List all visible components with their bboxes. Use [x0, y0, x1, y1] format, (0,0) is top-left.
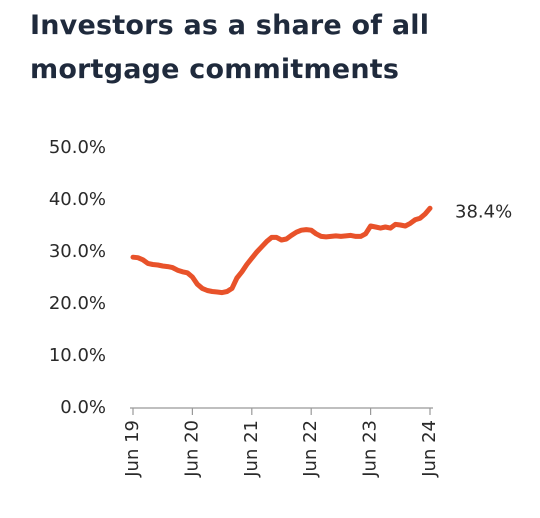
x-tick-label: Jun 21 [241, 420, 262, 478]
y-tick-label: 10.0% [49, 345, 106, 366]
x-tick-label: Jun 22 [300, 420, 321, 478]
y-tick-label: 30.0% [49, 241, 106, 262]
x-tick-label: Jun 20 [181, 420, 202, 478]
x-tick-label: Jun 19 [122, 420, 143, 478]
x-tick-label: Jun 24 [419, 420, 440, 478]
y-tick-label: 50.0% [49, 137, 106, 158]
y-tick-label: 40.0% [49, 189, 106, 210]
chart-title: Investors as a share of all mortgage com… [30, 10, 430, 85]
value-label: 38.4% [455, 201, 512, 222]
series-line [130, 205, 433, 296]
y-tick-label: 20.0% [49, 293, 106, 314]
y-tick-label: 0.0% [60, 397, 106, 418]
x-tick-label: Jun 23 [360, 420, 381, 478]
